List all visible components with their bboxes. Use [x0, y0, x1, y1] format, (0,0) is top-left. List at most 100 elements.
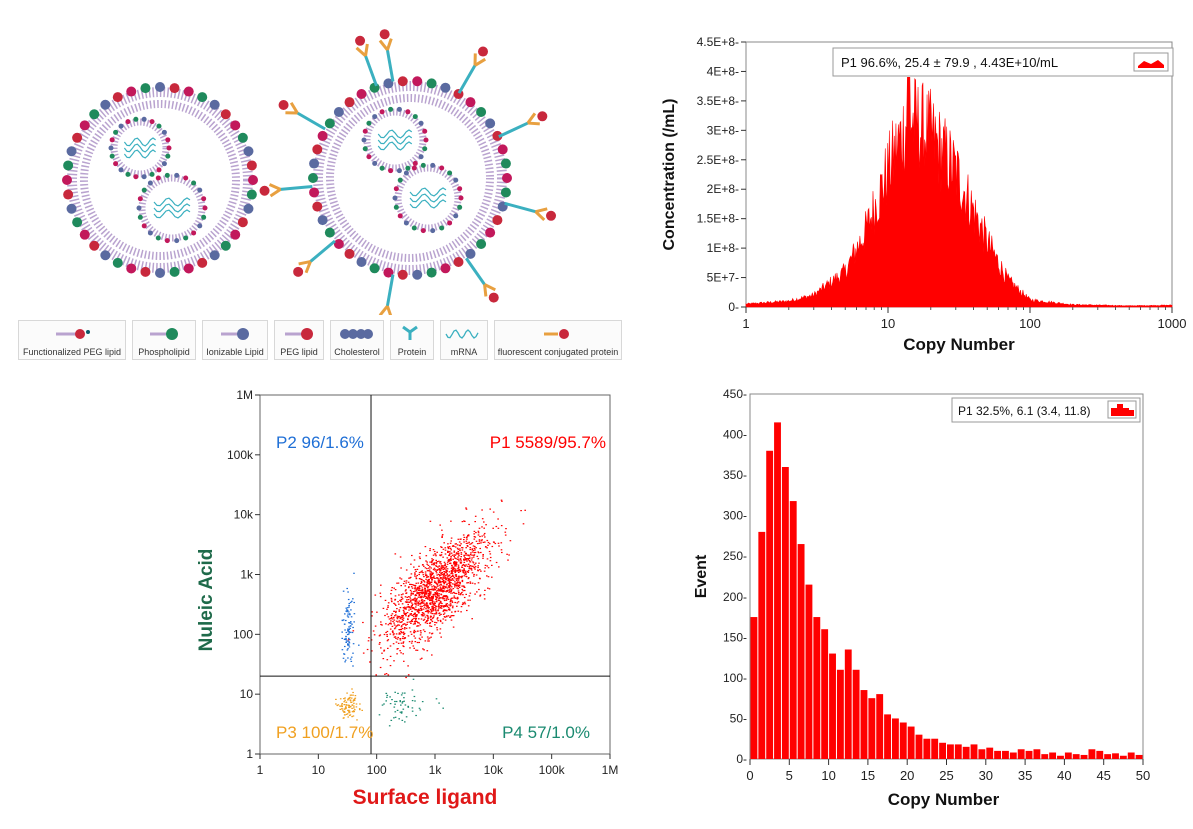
- event-dot: [422, 648, 424, 650]
- fluorescent-label: [278, 100, 289, 110]
- event-dot: [419, 596, 422, 598]
- event-dot: [418, 618, 420, 620]
- core-lipid-head: [183, 235, 189, 241]
- event-dot: [411, 603, 414, 605]
- event-dot: [429, 608, 432, 611]
- event-dot: [440, 636, 442, 638]
- event-dot: [418, 641, 420, 644]
- event-dot: [353, 707, 355, 709]
- event-dot: [423, 581, 426, 583]
- event-dot: [439, 602, 442, 604]
- legend-text: P1 96.6%, 25.4 ± 79.9 , 4.43E+10/mL: [841, 55, 1058, 70]
- event-dot: [400, 712, 403, 714]
- y-tick-label: 1.5E+8-: [697, 212, 739, 226]
- x-tick-label: 1M: [602, 763, 619, 777]
- event-dot: [501, 500, 503, 502]
- event-dot: [386, 634, 388, 636]
- event-dot: [441, 565, 443, 567]
- event-dot: [427, 589, 429, 591]
- event-dot: [419, 578, 422, 580]
- event-dot: [402, 632, 405, 634]
- event-dot: [425, 560, 427, 562]
- event-dot: [460, 576, 462, 578]
- event-dot: [462, 571, 465, 574]
- event-dot: [341, 708, 343, 710]
- event-dot: [463, 589, 466, 592]
- concentration-chart: 0-5E+7-1E+8-1.5E+8-2E+8-2.5E+8-3E+8-3.5E…: [661, 35, 1186, 354]
- event-dot: [440, 577, 443, 579]
- event-dot: [416, 630, 419, 632]
- event-dot: [429, 574, 432, 576]
- event-dot: [349, 631, 352, 633]
- event-dot: [402, 708, 405, 710]
- event-dot: [440, 572, 442, 574]
- event-dot: [430, 625, 433, 627]
- event-dot: [449, 542, 452, 544]
- event-dot: [446, 605, 448, 607]
- event-dot: [412, 592, 414, 595]
- lipid-head: [126, 86, 137, 97]
- event-dot: [407, 596, 410, 598]
- lipid-head: [344, 97, 355, 108]
- event-dot: [479, 547, 481, 550]
- event-dot: [440, 569, 442, 571]
- event-dot: [389, 645, 392, 647]
- event-dot: [343, 704, 346, 706]
- event-dot: [456, 570, 458, 572]
- event-dot: [348, 714, 351, 716]
- event-dot: [426, 615, 429, 617]
- antibody-protein: [464, 257, 499, 303]
- event-dot: [438, 612, 440, 615]
- event-dot: [454, 564, 457, 566]
- event-dot: [434, 581, 436, 584]
- event-dot: [432, 554, 435, 556]
- event-dot: [383, 633, 386, 636]
- event-dot: [471, 557, 473, 559]
- lipid-head: [333, 238, 344, 249]
- event-dot: [434, 594, 436, 596]
- event-dot: [429, 622, 431, 625]
- event-dot: [407, 599, 410, 601]
- event-dot: [433, 564, 435, 566]
- event-dot: [403, 638, 405, 640]
- event-dot: [457, 590, 460, 592]
- event-dot: [443, 577, 445, 579]
- lipid-head: [197, 257, 208, 268]
- lipid-head: [492, 215, 503, 226]
- event-dot: [390, 719, 393, 721]
- core-lipid-head: [174, 238, 180, 244]
- histogram-bar: [1127, 752, 1135, 759]
- core-lipid-head: [136, 205, 142, 211]
- legend-label: Phospholipid: [138, 346, 190, 357]
- antibody-protein: [293, 239, 336, 277]
- event-dot: [425, 608, 427, 610]
- legend-label: Cholesterol: [334, 346, 380, 357]
- event-dot: [404, 590, 407, 592]
- event-dot: [426, 622, 429, 624]
- lipid-head: [197, 92, 208, 103]
- event-dot: [421, 599, 424, 601]
- event-dot: [344, 659, 347, 661]
- event-dot: [396, 582, 398, 584]
- event-dot: [351, 631, 354, 634]
- event-dot: [394, 703, 396, 705]
- event-dot: [398, 594, 400, 596]
- event-dot: [451, 564, 453, 566]
- event-dot: [403, 612, 405, 614]
- event-dot: [486, 547, 488, 549]
- event-dot: [454, 569, 456, 572]
- event-dot: [463, 555, 465, 557]
- event-dot: [438, 607, 440, 609]
- histogram-bar: [1112, 753, 1119, 759]
- event-dot: [394, 595, 397, 597]
- lipid-head: [230, 120, 241, 131]
- phospholipid-icon: [150, 327, 178, 340]
- event-dot: [451, 589, 453, 591]
- event-dot: [422, 592, 424, 594]
- event-dot: [483, 532, 486, 535]
- event-dot: [414, 631, 417, 633]
- lipid-head: [324, 227, 335, 238]
- event-dot: [469, 553, 472, 556]
- event-dot: [464, 570, 467, 572]
- event-dot: [439, 589, 442, 591]
